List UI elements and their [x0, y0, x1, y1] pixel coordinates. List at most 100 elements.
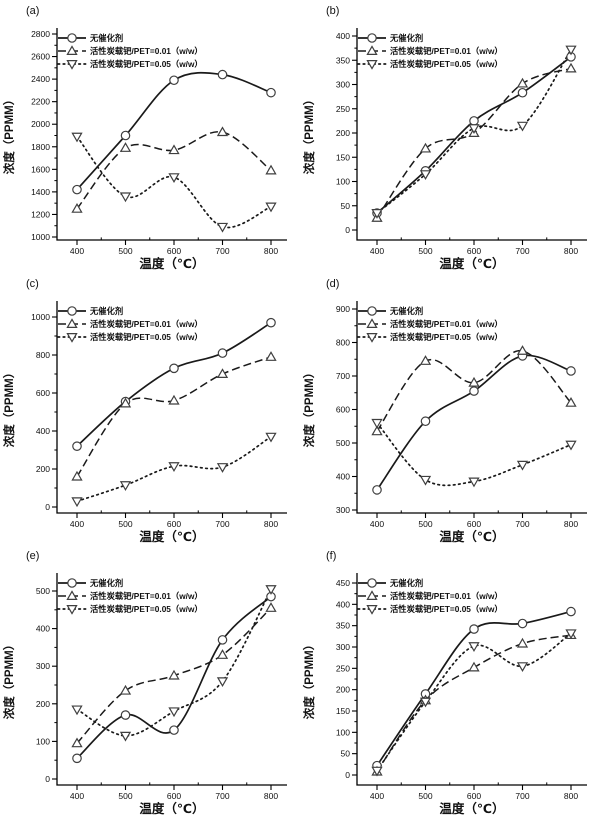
series-2-marker — [565, 440, 577, 451]
y-tick-label: 2800 — [31, 29, 50, 39]
y-tick-label: 250 — [336, 104, 350, 114]
series-2-marker — [168, 462, 180, 472]
y-tick-label: 1000 — [31, 312, 50, 322]
y-tick-label: 1400 — [31, 187, 50, 197]
series-2-marker — [419, 170, 432, 181]
series-2-marker — [71, 132, 83, 143]
series-2-marker — [71, 497, 83, 508]
y-axis-title: 浓度（PPMM） — [302, 94, 316, 175]
x-tick-label: 600 — [167, 791, 181, 801]
y-tick-label: 1200 — [31, 209, 50, 219]
legend-marker-2 — [366, 60, 378, 70]
y-axis-title: 浓度（PPMM） — [2, 639, 16, 720]
series-1-marker — [265, 164, 277, 175]
series-1-marker — [119, 142, 132, 152]
x-tick-label: 700 — [215, 519, 229, 529]
series-2-marker — [371, 766, 383, 777]
legend-marker-1 — [366, 45, 378, 55]
y-axis-title: 浓度（PPMM） — [2, 367, 16, 448]
series-0-marker — [169, 363, 179, 374]
legend-marker-0 — [67, 306, 77, 316]
y-tick-label: 300 — [36, 661, 50, 671]
series-0-marker — [469, 624, 479, 634]
y-tick-label: 2600 — [31, 52, 50, 62]
legend-label-2: 活性炭载钯/PET=0.05（w/w） — [90, 59, 203, 69]
series-1-marker — [516, 637, 529, 648]
series-0-marker — [266, 87, 276, 98]
y-tick-label: 500 — [336, 438, 350, 448]
legend-marker-2 — [366, 605, 378, 615]
series-2-marker — [216, 463, 229, 473]
x-tick-label: 800 — [264, 246, 278, 256]
series-2-marker — [371, 418, 383, 429]
x-tick-label: 700 — [215, 791, 229, 801]
series-1-marker — [371, 425, 383, 436]
series-2-marker — [468, 124, 480, 134]
legend-marker-0 — [367, 33, 377, 43]
axes — [356, 301, 587, 514]
x-tick-label: 600 — [467, 246, 481, 256]
legend-marker-1 — [66, 318, 78, 328]
series-1-marker — [216, 126, 229, 137]
y-tick-label: 1000 — [31, 232, 50, 242]
series-1-marker — [419, 355, 432, 365]
axes — [56, 28, 287, 241]
x-axis-title: 温度（℃） — [439, 529, 504, 544]
x-tick-label: 400 — [370, 791, 384, 801]
series-1-marker — [419, 142, 432, 153]
legend-marker-1 — [66, 45, 78, 55]
series-2-marker — [565, 45, 577, 56]
series-2-marker — [216, 677, 229, 688]
legend-marker-1 — [366, 318, 378, 328]
y-tick-label: 350 — [336, 621, 350, 631]
series-1-marker — [71, 203, 83, 213]
legend-marker-2 — [66, 60, 78, 70]
x-axis-title: 温度（℃） — [139, 801, 204, 816]
series-0-marker — [217, 69, 228, 80]
series-line-2 — [376, 632, 572, 772]
axes — [356, 28, 587, 241]
y-tick-label: 300 — [336, 505, 350, 515]
y-tick-label: 600 — [336, 405, 350, 415]
series-0-marker — [517, 87, 528, 98]
series-1-marker — [265, 602, 277, 612]
series-0-marker — [566, 606, 576, 617]
x-tick-label: 400 — [370, 519, 384, 529]
y-tick-label: 400 — [36, 624, 50, 634]
series-1-marker — [216, 368, 229, 378]
series-line-2 — [376, 422, 572, 487]
y-tick-label: 2400 — [31, 74, 50, 84]
series-2-marker — [119, 481, 132, 491]
y-tick-label: 200 — [36, 699, 50, 709]
series-2-marker — [565, 629, 577, 640]
y-tick-label: 800 — [336, 338, 350, 348]
series-2-marker — [119, 731, 132, 742]
y-tick-label: 0 — [345, 770, 350, 780]
x-axis-title: 温度（℃） — [139, 529, 204, 544]
y-tick-label: 2200 — [31, 97, 50, 107]
series-1-marker — [516, 77, 529, 88]
panel-b: (b) 0 50 100 150 200 250 300 350 400 400 500 600 700… — [300, 0, 600, 273]
x-tick-label: 800 — [264, 791, 278, 801]
x-tick-label: 700 — [515, 791, 529, 801]
y-tick-label: 250 — [336, 663, 350, 673]
x-axis-title: 温度（℃） — [439, 256, 504, 271]
y-axis-title: 浓度（PPMM） — [2, 94, 16, 175]
series-1-marker — [516, 345, 529, 355]
x-tick-label: 400 — [70, 791, 84, 801]
y-tick-label: 900 — [336, 304, 350, 314]
y-tick-label: 350 — [336, 55, 350, 65]
y-tick-label: 0 — [45, 502, 50, 512]
series-line-1 — [376, 67, 572, 219]
y-tick-label: 100 — [336, 177, 350, 187]
legend-label-0: 无催化剂 — [389, 578, 423, 588]
x-axis-title: 温度（℃） — [439, 801, 504, 816]
legend-marker-2 — [66, 333, 78, 343]
y-tick-label: 200 — [336, 685, 350, 695]
x-tick-label: 400 — [70, 246, 84, 256]
y-tick-label: 400 — [336, 472, 350, 482]
x-tick-label: 600 — [167, 519, 181, 529]
series-1-marker — [168, 669, 180, 680]
y-tick-label: 1600 — [31, 164, 50, 174]
legend-label-0: 无催化剂 — [89, 306, 123, 316]
